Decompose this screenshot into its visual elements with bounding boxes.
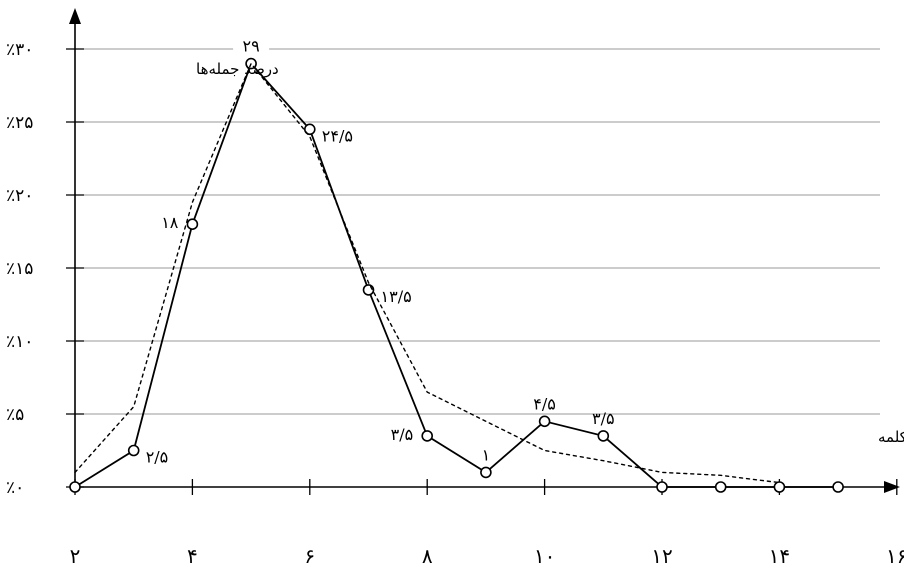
data-point	[538, 415, 551, 428]
data-point	[714, 481, 727, 493]
trend-line	[74, 62, 781, 484]
data-label: ۲۹	[243, 37, 260, 56]
y-axis-arrow	[69, 8, 81, 24]
data-labels: ۲/۵ ۱۸ ۲۹ ۲۴/۵ ۱۳/۵ ۳/۵ ۱ ۴/۵ ۳/۵	[146, 35, 615, 467]
data-point	[832, 481, 844, 493]
data-label: ۳/۵	[592, 409, 615, 428]
data-point	[186, 218, 199, 230]
data-point	[127, 444, 140, 457]
data-point	[421, 430, 434, 442]
x-tick-label: ۶	[304, 544, 315, 568]
grid-lines	[75, 48, 880, 415]
data-label: ۲۴/۵	[322, 126, 353, 145]
data-point	[303, 123, 316, 136]
data-point	[480, 466, 492, 479]
data-label: ۱	[482, 445, 491, 464]
x-tick-label: ۴	[187, 544, 198, 568]
axes	[66, 8, 900, 495]
data-point	[656, 481, 668, 493]
x-tick-label: ۱۰	[534, 544, 555, 568]
y-tick-label: ٪۲۰	[6, 186, 33, 206]
x-tick-label: ۲	[70, 544, 81, 568]
x-axis-title: طول جمله‌های تشکیل دهنده به کلمه	[878, 428, 904, 446]
y-tick-label: ٪۱۰	[6, 332, 33, 352]
data-label: ۳/۵	[391, 425, 414, 444]
data-line	[74, 61, 839, 488]
y-axis-title: درصد جمله‌ها	[196, 60, 279, 78]
y-tick-label: ٪۲۵	[6, 113, 33, 133]
x-title-background	[874, 427, 904, 447]
data-label: ۱۳/۵	[381, 287, 412, 306]
label-background	[233, 35, 270, 56]
data-point	[69, 481, 81, 493]
y-tick-label: ٪۵	[6, 405, 24, 425]
data-point	[597, 430, 610, 442]
data-label: ۱۸	[161, 213, 179, 232]
x-axis-arrow	[884, 481, 900, 493]
x-tick-label: ۱۶	[886, 544, 904, 568]
x-tick-label: ۱۴	[769, 544, 790, 568]
y-tick-label: ٪۳۰	[6, 40, 33, 60]
y-tick-label: ٪۱۵	[6, 259, 33, 279]
x-tick-label: ۸	[422, 544, 433, 568]
tick-labels: ٪۰ ٪۵ ٪۱۰ ٪۱۵ ٪۲۰ ٪۲۵ ٪۳۰ ۲ ۴ ۶ ۸ ۱۰ ۱۲ ۱۴ ۱۶	[6, 40, 904, 568]
data-label: ۴/۵	[533, 394, 556, 413]
y-tick-label: ٪۰	[6, 478, 24, 498]
x-tick-label: ۱۲	[651, 544, 672, 568]
data-point	[773, 481, 786, 493]
series-group	[69, 57, 844, 493]
data-label: ۲/۵	[146, 448, 169, 467]
